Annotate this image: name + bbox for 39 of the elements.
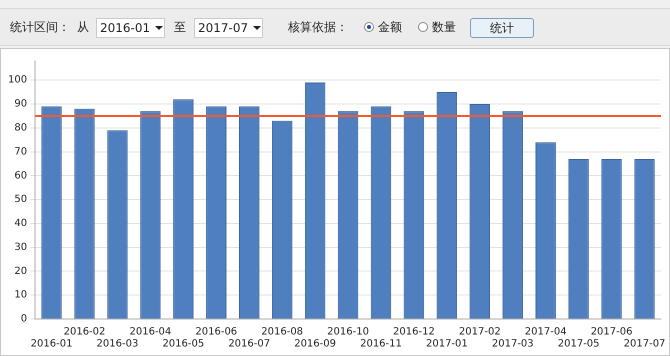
x-tick-label: 2017-05 bbox=[558, 338, 600, 350]
text: 2017-07 bbox=[194, 18, 263, 38]
x-tick-label: 2017-01 bbox=[426, 338, 468, 350]
x-tick-label: 2017-04 bbox=[524, 326, 567, 338]
text: 统计 bbox=[470, 18, 534, 38]
y-tick-label: 50 bbox=[14, 194, 28, 206]
y-tick-label: 0 bbox=[20, 314, 28, 325]
x-tick-label: 2016-02 bbox=[64, 326, 106, 338]
x-tick-label: 2016-04 bbox=[129, 326, 172, 338]
x-tick-label: 2017-06 bbox=[590, 326, 632, 338]
y-tick-label: 10 bbox=[14, 290, 28, 301]
text: 从 bbox=[77, 19, 89, 36]
x-tick-label: 2016-05 bbox=[162, 338, 204, 350]
text: 至 bbox=[174, 19, 186, 36]
x-tick-label: 2017-03 bbox=[492, 338, 534, 350]
x-tick-label: 2017-02 bbox=[458, 326, 501, 338]
text: 数量 bbox=[432, 19, 456, 36]
y-tick-label: 100 bbox=[8, 74, 28, 86]
y-tick-label: 30 bbox=[14, 242, 28, 253]
x-tick-label: 2017-07 bbox=[624, 338, 666, 350]
text: 2016-01 bbox=[96, 18, 165, 38]
x-tick-label: 2016-07 bbox=[228, 338, 270, 350]
x-tick-label: 2016-10 bbox=[327, 326, 369, 338]
y-tick-label: 20 bbox=[14, 266, 28, 277]
x-tick-label: 2016-12 bbox=[393, 326, 435, 338]
y-tick-label: 70 bbox=[14, 146, 28, 158]
y-tick-label: 40 bbox=[14, 218, 28, 230]
x-tick-label: 2016-03 bbox=[96, 338, 138, 350]
y-tick-label: 80 bbox=[14, 122, 28, 134]
text: 统计区间： bbox=[10, 19, 70, 36]
text: 核算依据： bbox=[288, 19, 348, 36]
y-tick-label: 60 bbox=[14, 170, 28, 182]
x-tick-label: 2016-06 bbox=[195, 326, 238, 338]
y-tick-label: 90 bbox=[14, 98, 28, 110]
x-tick-label: 2016-11 bbox=[360, 338, 402, 350]
text: 金额 bbox=[378, 19, 402, 36]
x-tick-label: 2016-09 bbox=[294, 338, 336, 350]
x-tick-label: 2016-01 bbox=[30, 338, 72, 350]
x-tick-label: 2016-08 bbox=[261, 326, 304, 338]
